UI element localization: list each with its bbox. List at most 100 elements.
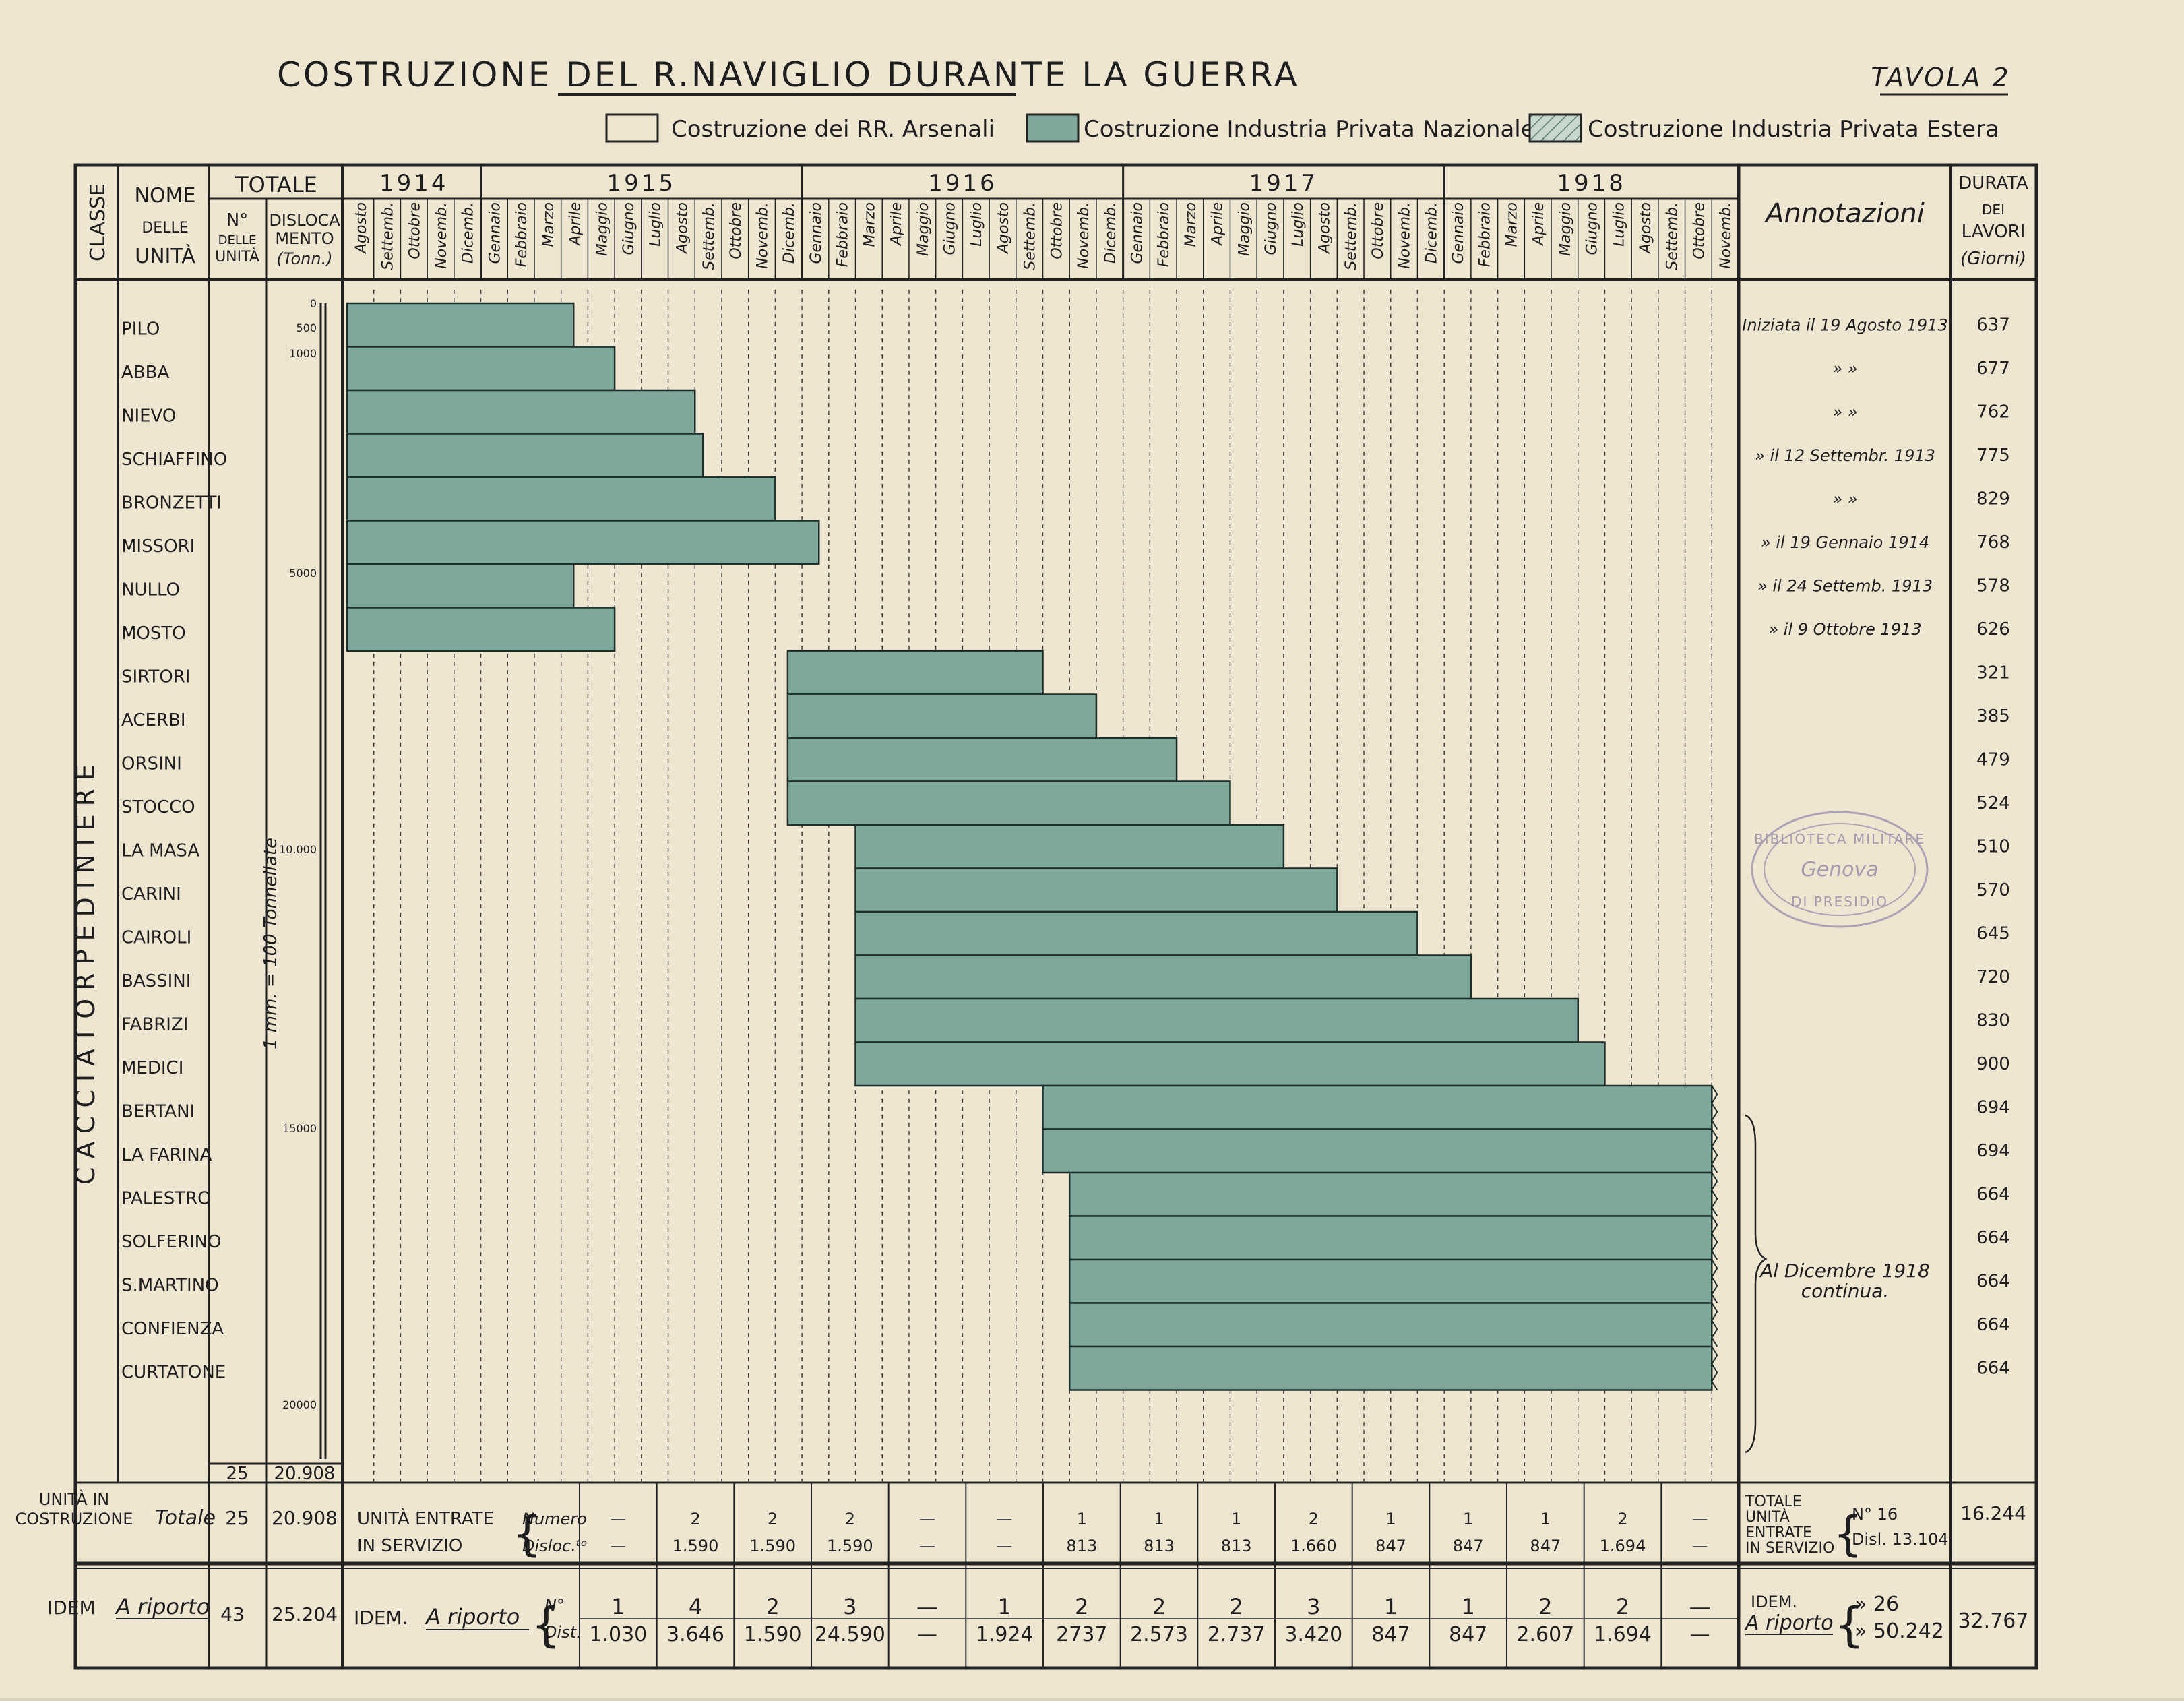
unit-durata: 830 xyxy=(1976,1010,2010,1030)
sum1-disl-cell: — xyxy=(610,1537,626,1555)
sum2-tot-disl: » 50.242 xyxy=(1854,1619,1944,1643)
sum1-disl-cell: 1.590 xyxy=(673,1537,719,1555)
sum1-entrate-1: UNITÀ ENTRATE xyxy=(357,1508,494,1529)
unit-durata: 694 xyxy=(1976,1141,2010,1161)
bar-bertani xyxy=(1042,1084,1713,1130)
sum1-disl-cell: 847 xyxy=(1375,1537,1406,1555)
month-label: Giugno xyxy=(1263,202,1280,255)
bar-mosto xyxy=(346,607,616,652)
bar-continuing-edge xyxy=(1711,1128,1718,1173)
unit-durata: 664 xyxy=(1976,1358,2010,1378)
unit-name: ACERBI xyxy=(121,710,185,731)
scale-ruler: 0 500 1000 5000 10.000 15000 20000 1 mm.… xyxy=(261,297,327,1459)
sum2-numero-cell: 4 xyxy=(689,1594,702,1619)
sum1-disl-cell: 1.590 xyxy=(827,1537,873,1555)
unit-durata: 321 xyxy=(1976,662,2010,683)
unit-annotation: » il 9 Ottobre 1913 xyxy=(1768,620,1921,639)
unit-name: MISSORI xyxy=(121,536,195,557)
sum2-numero: 43 xyxy=(220,1603,245,1626)
unit-name: ABBA xyxy=(121,363,169,383)
sum1-numero-cell: 2 xyxy=(1617,1510,1627,1528)
unit-name: NIEVO xyxy=(121,406,176,426)
unit-durata: 664 xyxy=(1976,1315,2010,1335)
unit-name: MOSTO xyxy=(121,623,186,644)
unit-durata: 694 xyxy=(1976,1097,2010,1117)
month-label: Gennaio xyxy=(1450,202,1467,264)
sum2-disl-cell: 847 xyxy=(1371,1623,1410,1646)
col-nome-1: NOME xyxy=(135,184,196,208)
sum2-disl-cell: 24.590 xyxy=(815,1623,885,1646)
sum2-disl-cell: 1.590 xyxy=(744,1623,802,1646)
sum1-tot-4: IN SERVIZIO xyxy=(1745,1540,1834,1557)
month-label: Novemb. xyxy=(1397,202,1414,269)
col-durata-4: (Giorni) xyxy=(1960,249,2026,269)
sum2-disl-cell: 2737 xyxy=(1056,1623,1107,1646)
month-label: Aprile xyxy=(1530,202,1547,247)
month-label: Febbraio xyxy=(835,202,852,267)
col-disl-1: DISLOCA xyxy=(269,211,340,230)
month-label: Marzo xyxy=(540,202,557,247)
sum1-disl-cell: — xyxy=(997,1537,1013,1555)
month-label: Ottobre xyxy=(728,202,745,259)
sum2-idem-it: A riporto xyxy=(425,1604,520,1630)
col-durata-3: LAVORI xyxy=(1962,222,2026,242)
unit-name: STOCCO xyxy=(121,797,195,817)
sum1-numero-cell: 2 xyxy=(768,1510,778,1528)
construction-bars xyxy=(346,302,1718,1391)
unit-durata: 645 xyxy=(1976,923,2010,944)
continuing-note-2: continua. xyxy=(1801,1280,1890,1302)
sum2-numero-cell: 1 xyxy=(1384,1594,1398,1619)
sum2-numero-cell: — xyxy=(916,1594,938,1619)
month-label: Agosto xyxy=(353,202,370,255)
chart-title: COSTRUZIONE DEL R.NAVIGLIO DURANTE LA GU… xyxy=(277,55,1300,94)
month-label: Settemb. xyxy=(380,202,397,270)
sum2-disl-cell: 2.573 xyxy=(1130,1623,1188,1646)
unit-durata: 524 xyxy=(1976,793,2010,813)
year-label-1917: 1917 xyxy=(1249,170,1319,197)
sum2-numero-cell: 2 xyxy=(1616,1594,1629,1619)
sum1-numero-cell: 2 xyxy=(845,1510,855,1528)
unit-durata: 829 xyxy=(1976,489,2010,509)
unit-name: FABRIZI xyxy=(121,1014,188,1034)
month-label: Giugno xyxy=(621,202,637,255)
sum2-tot-it: A riporto xyxy=(1744,1611,1834,1635)
bar-solferino xyxy=(1068,1215,1713,1261)
legend-swatch-estera xyxy=(1528,113,1582,143)
sum2-n-label: N° xyxy=(544,1596,565,1615)
sum1-disl-cell: 1.660 xyxy=(1290,1537,1337,1555)
unit-name: NULLO xyxy=(121,580,180,600)
sum2-numero-cell: 2 xyxy=(766,1594,779,1619)
legend-swatch-nazionale xyxy=(1026,113,1080,143)
month-label: Settemb. xyxy=(701,202,718,270)
unit-durata: 664 xyxy=(1976,1271,2010,1291)
bar-missori xyxy=(346,520,820,565)
bar-curtatone xyxy=(1068,1345,1713,1391)
col-disl-2: MENTO xyxy=(275,229,334,248)
month-label: Maggio xyxy=(594,202,611,256)
sum1-disl-cell: 813 xyxy=(1066,1537,1097,1555)
col-nome-3: UNITÀ xyxy=(135,244,195,268)
sum2-numero-cell: 2 xyxy=(1152,1594,1166,1619)
bar-pilo xyxy=(346,302,575,348)
bar-continuing-edge xyxy=(1711,1259,1718,1304)
sum2-idem: IDEM. xyxy=(354,1607,408,1629)
bar-bassini xyxy=(854,954,1472,1000)
year-label-1918: 1918 xyxy=(1557,170,1626,197)
sum1-disl-cell: 813 xyxy=(1144,1537,1175,1555)
unit-name: BERTANI xyxy=(121,1101,195,1121)
unit-durata: 768 xyxy=(1976,532,2010,553)
month-label: Gennaio xyxy=(808,202,825,264)
month-label: Ottobre xyxy=(1049,202,1065,259)
sum1-disl-cell: — xyxy=(1692,1537,1708,1555)
bar-bronzetti xyxy=(346,476,776,522)
sum2-label-it: A riporto xyxy=(115,1594,210,1619)
unit-name: ORSINI xyxy=(121,753,182,774)
sum2-disl-cell: 3.420 xyxy=(1284,1623,1342,1646)
sum1-disl-cell: 847 xyxy=(1530,1537,1561,1555)
bar-continuing-edge xyxy=(1711,1085,1718,1130)
scale-tick-1000: 1000 xyxy=(289,347,317,360)
month-label: Novemb. xyxy=(1075,202,1092,269)
month-label: Giugno xyxy=(1584,202,1601,255)
month-label: Marzo xyxy=(1183,202,1199,247)
summary-row-in-servizio: — — 2 1.590 2 1.590 2 1.590 — — — — 1 813 1 813 1 813 2 1.6… xyxy=(579,1483,1708,1668)
